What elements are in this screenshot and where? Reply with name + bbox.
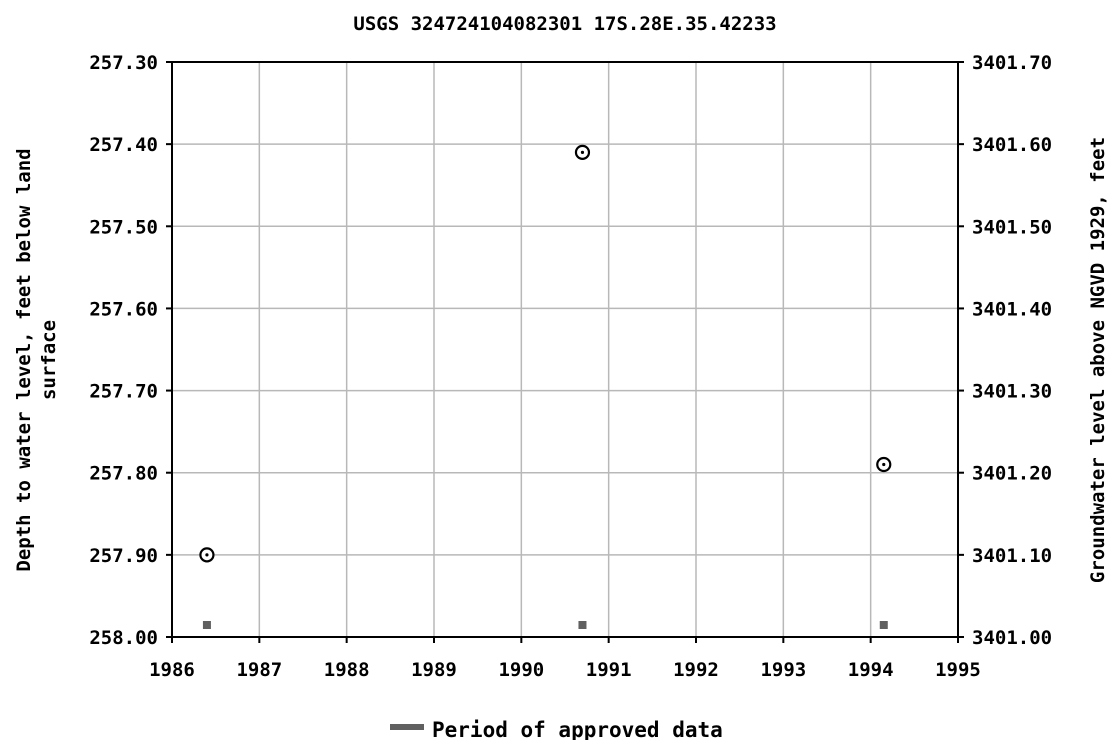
y-left-tick-label-257.30: 257.30 [89,52,158,74]
data-points [199,144,892,563]
data-point-3 [876,456,892,473]
y-left-tick-label-257.50: 257.50 [89,216,158,238]
y-left-tick-label-257.70: 257.70 [89,381,158,403]
legend-label: Period of approved data [432,718,723,740]
approved-data-markers [202,621,888,629]
x-tick-label-1988: 1988 [324,659,370,681]
y-right-tick-label-3401.60: 3401.60 [972,134,1052,156]
y-left-tick-label-257.90: 257.90 [89,545,158,567]
x-tick-label-1993: 1993 [760,659,806,681]
y-axis-left-label-continued: surface [38,320,60,400]
y-left-tick-label-257.80: 257.80 [89,463,158,485]
x-tick-label-1992: 1992 [673,659,719,681]
y-left-tick-label-257.40: 257.40 [89,134,158,156]
data-point-center-2 [580,150,585,154]
y-right-tick-label-3401.30: 3401.30 [972,381,1052,403]
y-right-tick-label-3401.00: 3401.00 [972,627,1052,649]
legend: Period of approved data [390,718,723,740]
x-tick-label-1990: 1990 [498,659,544,681]
x-tick-label-1987: 1987 [236,659,282,681]
data-point-2 [574,144,591,160]
grid [172,62,958,637]
y-left-tick-label-258.00: 258.00 [89,627,158,649]
y-right-axis-ticks: 3401.70 3401.60 3401.50 3401.40 3401.30 3401.… [958,52,1052,649]
y-right-tick-label-3401.50: 3401.50 [972,216,1052,238]
x-tick-label-1991: 1991 [586,659,632,681]
y-right-tick-label-3401.20: 3401.20 [972,463,1052,485]
y-axis-right-label: Groundwater level above NGVD 1929, feet [1087,137,1109,583]
x-tick-label-1995: 1995 [935,659,981,681]
y-right-tick-label-3401.70: 3401.70 [972,52,1052,74]
y-axis-left-label: Depth to water level, feet below land [13,148,35,571]
approved-period-marker-2 [578,621,587,629]
data-point-1 [199,547,215,563]
chart-title: USGS 324724104082301 17S.28E.35.42233 [353,13,776,35]
data-point-center-3 [882,462,886,467]
y-right-tick-label-3401.40: 3401.40 [972,298,1052,320]
y-right-tick-label-3401.10: 3401.10 [972,545,1052,567]
x-axis-ticks: 1986 1987 1988 1989 1990 1991 1992 1993 1994 1995 [149,637,981,681]
approved-period-marker-3 [879,621,888,629]
x-tick-label-1986: 1986 [149,659,195,681]
data-point-center-1 [205,553,209,557]
legend-swatch [390,724,424,730]
x-tick-label-1989: 1989 [411,659,457,681]
x-tick-label-1994: 1994 [848,659,894,681]
y-left-tick-label-257.60: 257.60 [89,298,158,320]
approved-period-marker-1 [202,621,211,629]
plot-frame [171,61,959,638]
y-left-axis-ticks: 257.30 257.40 257.50 257.60 257.70 257.80 257.… [89,52,172,649]
